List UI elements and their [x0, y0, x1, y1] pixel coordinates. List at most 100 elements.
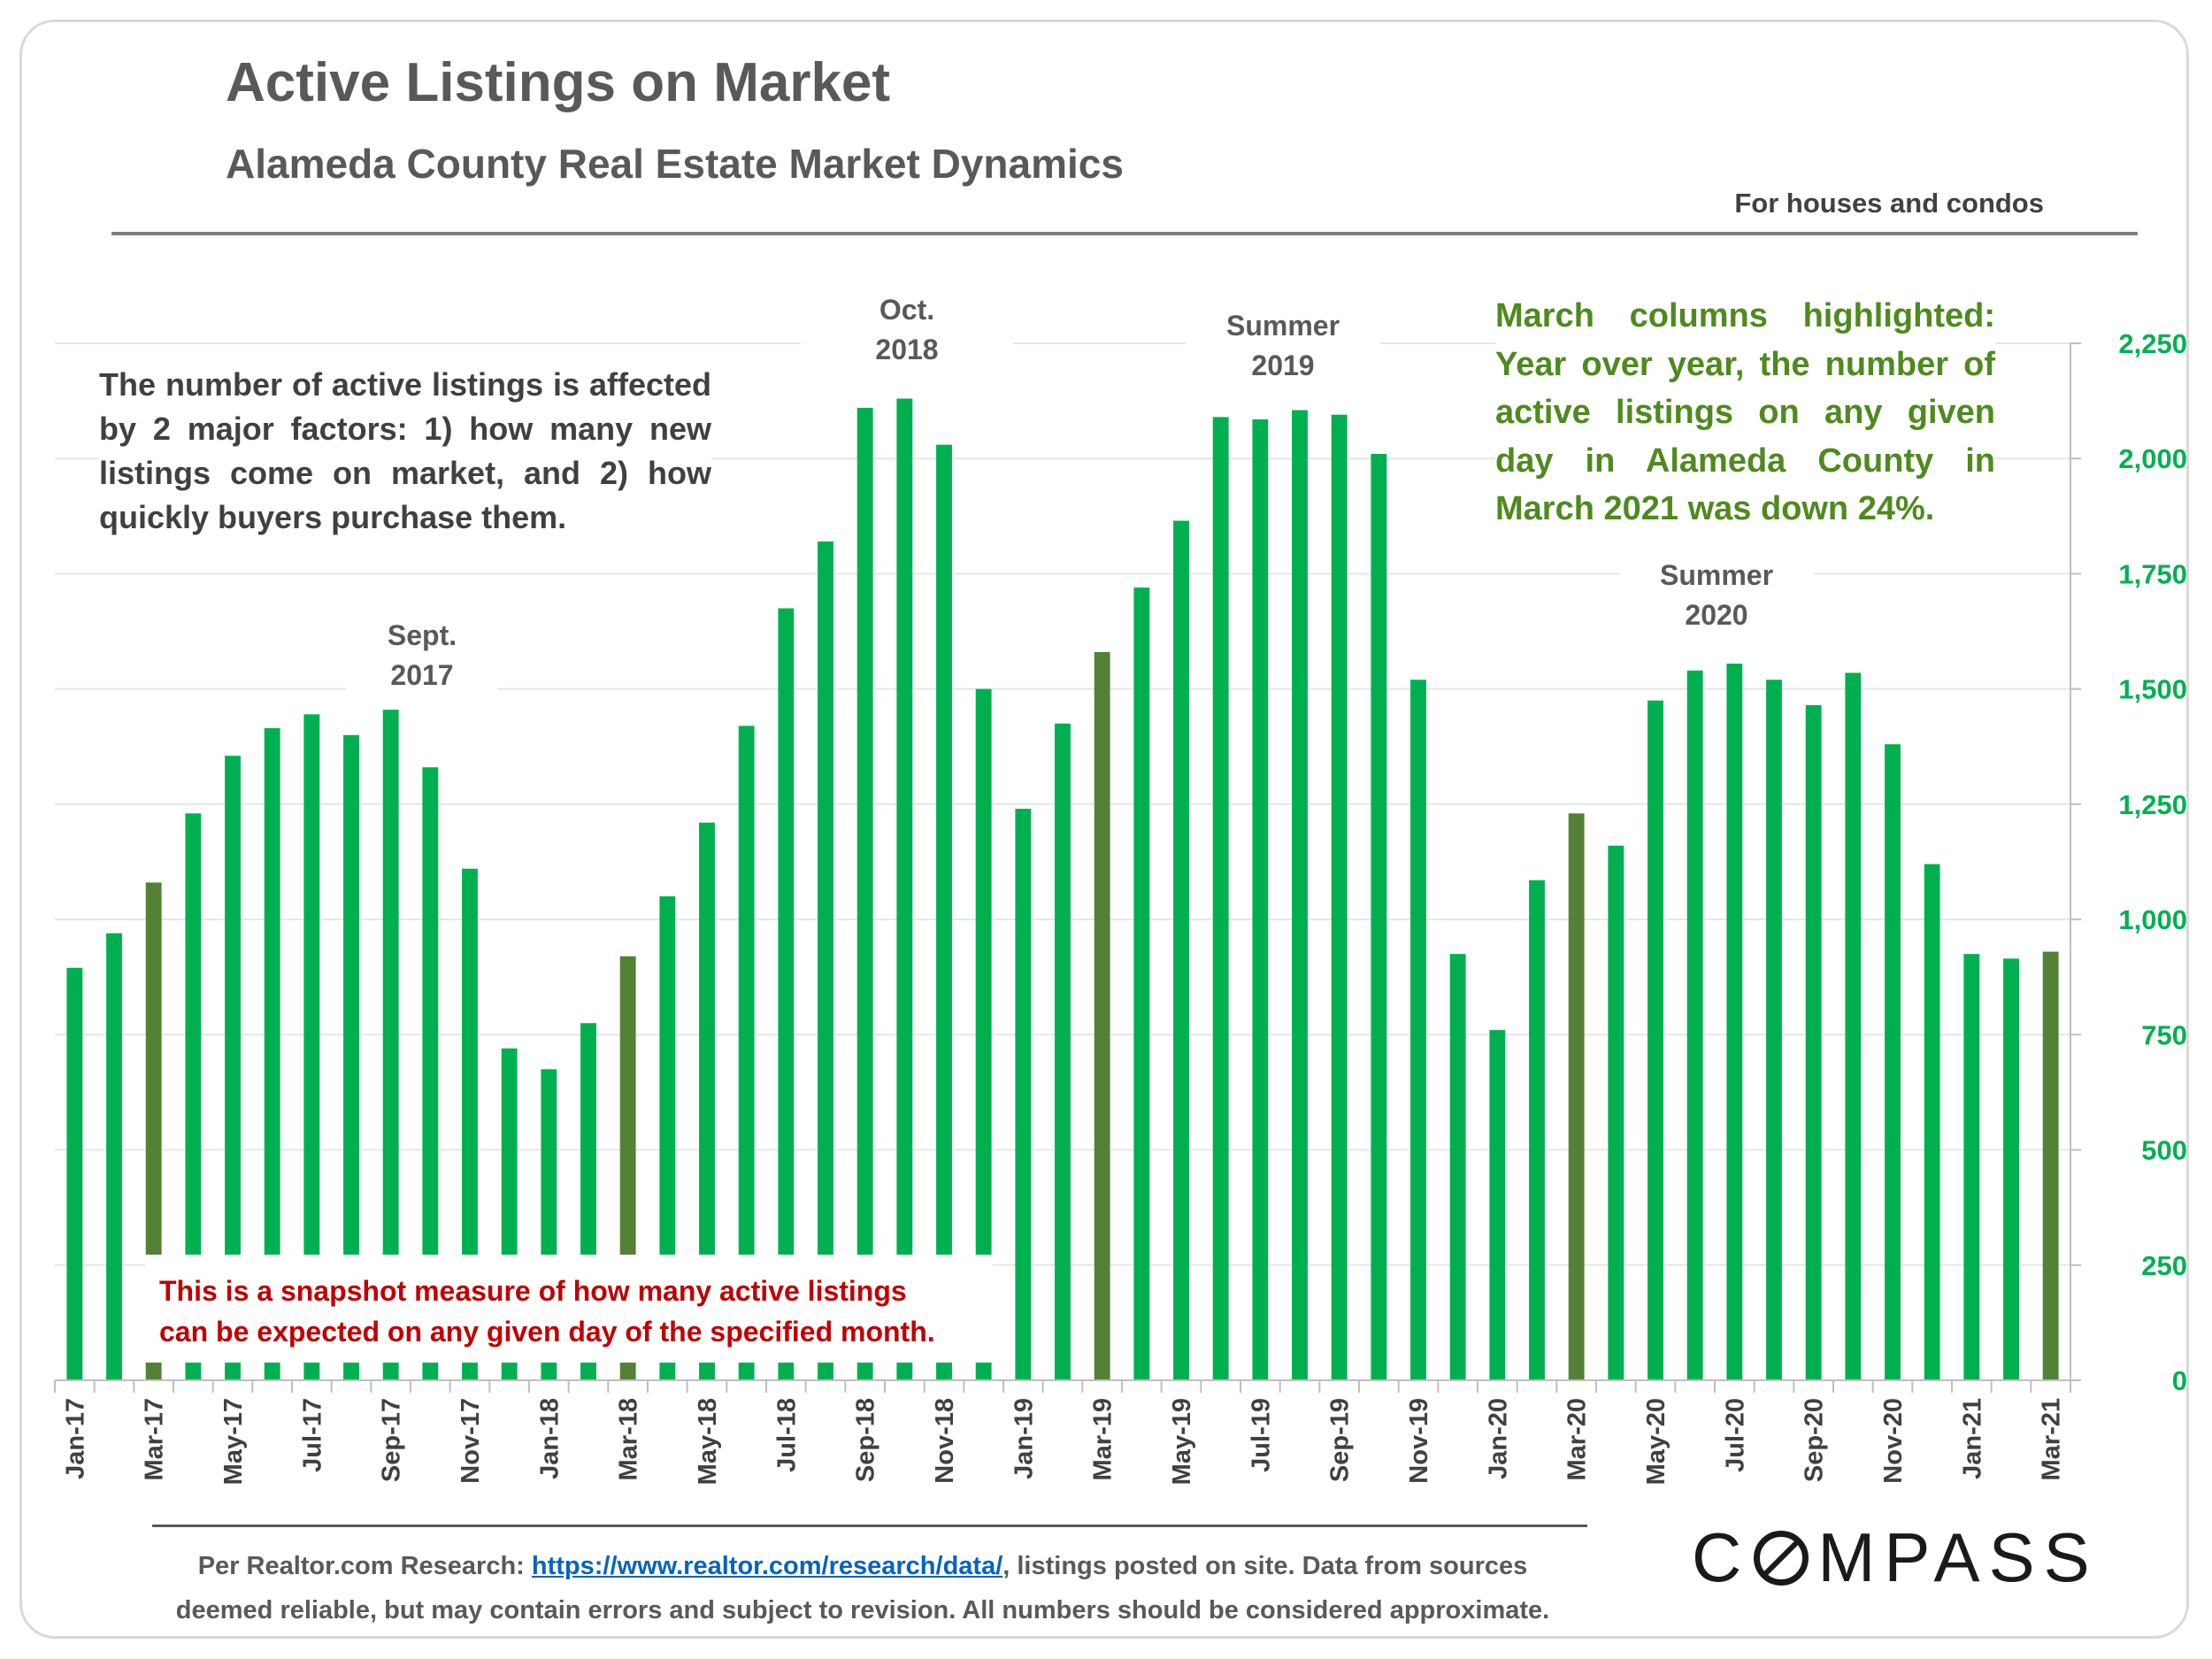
y-tick-label: 1,250	[2118, 789, 2187, 820]
bar-nov-20	[1885, 744, 1901, 1380]
chart-subtitle: Alameda County Real Estate Market Dynami…	[226, 141, 1124, 187]
x-tick-label: May-19	[1168, 1398, 1196, 1485]
compass-logo: C MPASS	[1692, 1518, 2099, 1596]
x-tick-label: Nov-17	[457, 1398, 485, 1484]
bar-feb-19	[1055, 723, 1071, 1380]
x-tick-label: Nov-18	[931, 1398, 959, 1484]
x-tick-label: May-20	[1642, 1398, 1671, 1485]
bar-apr-19	[1133, 588, 1150, 1380]
bar-jun-19	[1212, 417, 1229, 1380]
x-tick-label: Jan-20	[1484, 1398, 1512, 1479]
x-tick-label: Mar-20	[1563, 1398, 1592, 1481]
y-tick-label: 750	[2141, 1019, 2187, 1050]
x-tick-label: Jan-21	[1958, 1398, 1986, 1479]
bar-jun-17	[264, 727, 280, 1380]
bar-jan-20	[1489, 1030, 1506, 1380]
bar-nov-17	[462, 868, 478, 1380]
y-tick-label: 2,000	[2118, 443, 2187, 474]
source-prefix: Per Realtor.com Research:	[197, 1552, 525, 1580]
x-tick-label: May-17	[219, 1398, 248, 1485]
bar-jun-18	[738, 726, 755, 1380]
bar-oct-20	[1845, 672, 1862, 1380]
x-tick-label: Sep-20	[1801, 1398, 1829, 1482]
x-tick-label: Jan-17	[61, 1398, 89, 1479]
bar-nov-18	[936, 444, 952, 1380]
bar-dec-20	[1924, 864, 1940, 1380]
x-tick-label: Mar-21	[2038, 1398, 2066, 1481]
bar-sep-19	[1331, 414, 1348, 1380]
y-tick-label: 0	[2172, 1365, 2187, 1396]
bar-oct-18	[896, 398, 913, 1381]
bar-feb-20	[1529, 879, 1545, 1380]
period-label-sept-2017: Sept. 2017	[347, 616, 497, 695]
bar-sep-20	[1805, 704, 1822, 1380]
chart-title: Active Listings on Market	[226, 52, 891, 113]
snapshot-line-2: can be expected on any given day of the …	[159, 1316, 935, 1348]
bar-jan-21	[1963, 954, 1980, 1380]
bar-may-17	[225, 756, 241, 1380]
factors-annotation: The number of active listings is affecte…	[99, 363, 711, 540]
y-tick-label: 250	[2141, 1250, 2187, 1281]
period-label-oct-2018: Oct. 2018	[801, 290, 1013, 370]
scope-note: For houses and condos	[1734, 188, 2044, 219]
footer-divider	[152, 1525, 1587, 1527]
axes: 0 250 500 750 1,000 1,250 1,500 1,750 2,000 2,250…	[54, 328, 2187, 1485]
y-tick-label: 1,500	[2118, 674, 2187, 705]
bar-jan-19	[1015, 809, 1032, 1380]
march-highlight-annotation: March columns highlighted: Year over yea…	[1495, 292, 1995, 534]
x-tick-label: Sep-19	[1326, 1398, 1355, 1482]
period-label-summer-2020: Summer 2020	[1619, 556, 1814, 635]
bar-jul-19	[1252, 419, 1269, 1380]
source-line-1: Per Realtor.com Research: https://www.re…	[133, 1544, 1593, 1588]
bar-feb-17	[106, 933, 122, 1380]
x-tick-label: Nov-20	[1879, 1398, 1908, 1484]
bars	[66, 398, 2059, 1381]
y-tick-label: 2,250	[2118, 328, 2187, 359]
x-tick-label: Nov-19	[1405, 1398, 1433, 1484]
y-tick-label: 1,000	[2118, 904, 2187, 935]
bar-aug-20	[1766, 680, 1782, 1380]
bar-sep-18	[856, 407, 873, 1380]
x-tick-label: Mar-19	[1089, 1398, 1118, 1481]
source-link[interactable]: https://www.realtor.com/research/data/	[531, 1552, 1003, 1580]
source-suffix: , listings posted on site. Data from sou…	[1002, 1552, 1528, 1580]
bar-dec-18	[975, 688, 992, 1380]
x-tick-label: May-18	[694, 1398, 722, 1485]
header-divider	[111, 232, 2138, 235]
bar-jan-17	[66, 967, 83, 1380]
bar-aug-18	[818, 541, 833, 1380]
x-tick-label: Jul-19	[1247, 1398, 1275, 1472]
bar-jul-17	[303, 714, 320, 1380]
bar-jul-20	[1726, 664, 1743, 1380]
bar-oct-19	[1371, 454, 1387, 1380]
bar-may-19	[1173, 520, 1189, 1380]
x-tick-label: Mar-17	[141, 1398, 169, 1481]
x-tick-label: Jul-18	[772, 1398, 801, 1472]
bar-dec-19	[1449, 954, 1466, 1380]
x-tick-label: Jul-17	[298, 1398, 326, 1472]
x-tick-label: Mar-18	[615, 1398, 643, 1481]
bar-oct-17	[422, 767, 439, 1380]
bar-sep-17	[382, 710, 399, 1380]
compass-o-icon	[1754, 1530, 1809, 1586]
period-label-summer-2019: Summer 2019	[1186, 306, 1380, 386]
x-tick-label: Sep-18	[852, 1398, 880, 1482]
bar-apr-20	[1608, 845, 1624, 1380]
bar-mar-19	[1094, 651, 1110, 1380]
bar-jun-20	[1686, 670, 1703, 1380]
y-tick-label: 1,750	[2118, 558, 2187, 589]
bar-apr-17	[185, 813, 202, 1380]
x-tick-label: Jan-18	[535, 1398, 564, 1479]
bar-feb-21	[2003, 958, 2019, 1380]
bar-mar-20	[1568, 813, 1585, 1380]
bar-jul-18	[778, 608, 795, 1380]
bar-nov-19	[1410, 680, 1426, 1380]
x-tick-label: Jul-20	[1721, 1398, 1749, 1472]
source-note: Per Realtor.com Research: https://www.re…	[133, 1544, 1593, 1632]
bar-may-20	[1647, 700, 1663, 1380]
bar-mar-21	[2042, 951, 2059, 1380]
snapshot-line-1: This is a snapshot measure of how many a…	[159, 1275, 907, 1307]
bar-may-18	[699, 822, 715, 1380]
snapshot-annotation: This is a snapshot measure of how many a…	[145, 1255, 993, 1363]
